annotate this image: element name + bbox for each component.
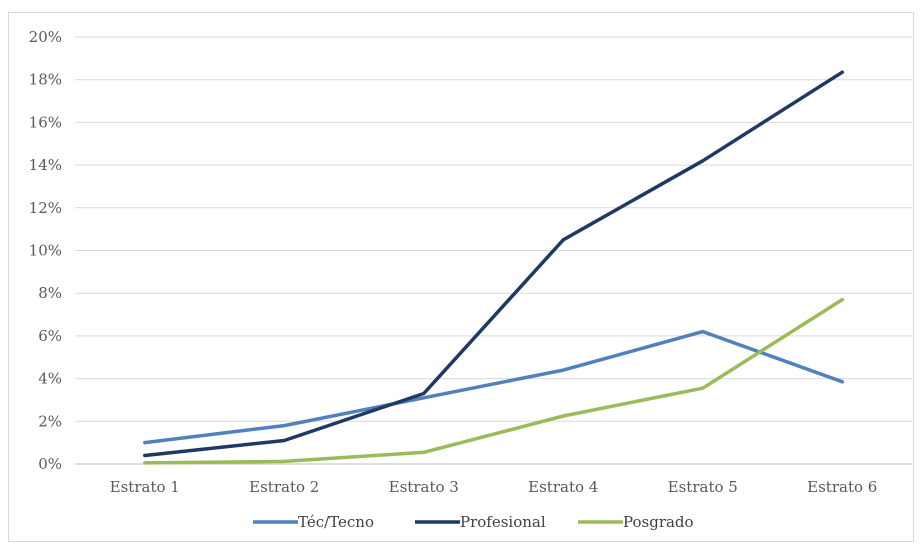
y-tick-label: 8%	[38, 284, 62, 302]
x-tick-label: Estrato 4	[528, 478, 598, 496]
x-tick-label: Estrato 1	[110, 478, 180, 496]
y-tick-label: 18%	[29, 71, 62, 89]
legend-label: Téc/Tecno	[298, 513, 374, 531]
legend: Téc/Tecno Profesional Posgrado	[253, 513, 694, 531]
series-lines	[143, 70, 845, 465]
x-tick-label: Estrato 2	[249, 478, 319, 496]
x-tick-label: Estrato 5	[668, 478, 738, 496]
series-line	[143, 297, 845, 465]
y-tick-label: 16%	[29, 113, 62, 131]
x-tick-label: Estrato 6	[807, 478, 877, 496]
y-tick-label: 2%	[38, 412, 62, 430]
series-line	[143, 70, 845, 458]
y-tick-label: 4%	[38, 370, 62, 388]
x-tick-label: Estrato 3	[389, 478, 459, 496]
y-axis-tick-labels: 0% 2% 4% 6% 8% 10% 12% 14% 16% 18% 20%	[29, 28, 62, 473]
y-tick-label: 10%	[29, 242, 62, 260]
y-tick-label: 0%	[38, 455, 62, 473]
legend-label: Profesional	[460, 513, 546, 531]
gridlines	[75, 36, 912, 465]
y-tick-label: 20%	[29, 28, 62, 46]
y-tick-label: 6%	[38, 327, 62, 345]
series-line	[143, 329, 845, 445]
x-axis-tick-labels: Estrato 1 Estrato 2 Estrato 3 Estrato 4 Estr…	[110, 478, 878, 496]
y-tick-label: 14%	[29, 156, 62, 174]
legend-label: Posgrado	[623, 513, 694, 531]
y-tick-label: 12%	[29, 199, 62, 217]
